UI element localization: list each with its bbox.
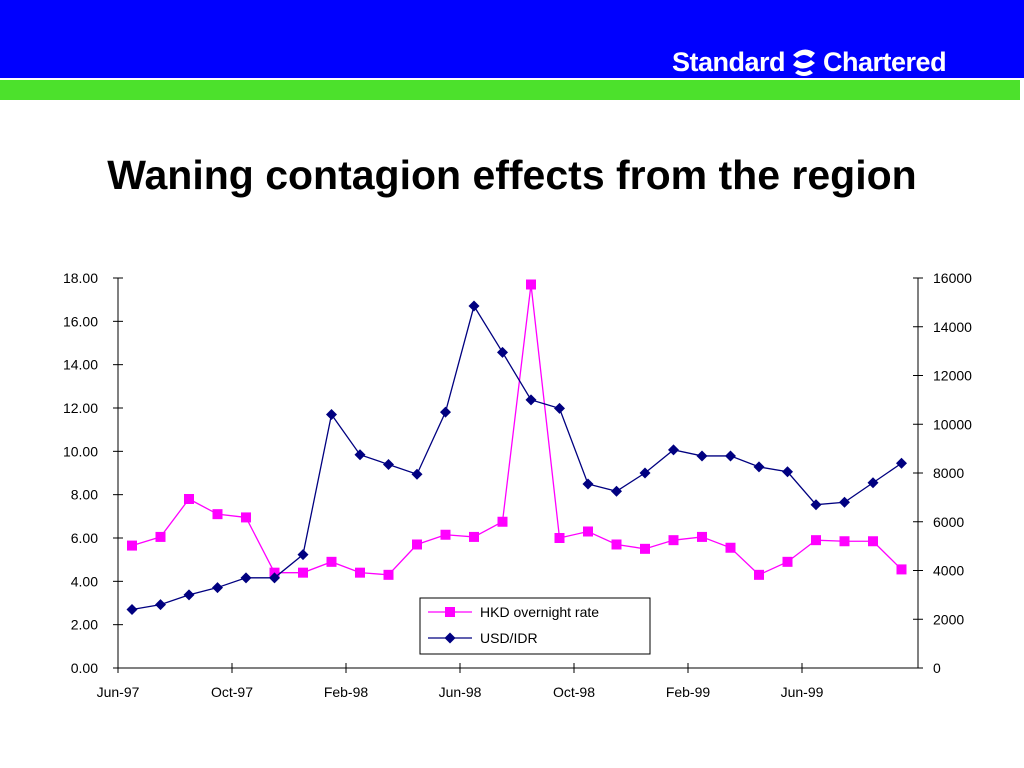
left-axis-tick-label: 10.00 (63, 443, 98, 459)
x-axis-tick-label: Jun-97 (97, 684, 140, 700)
brand-logo: Standard Chartered (672, 44, 947, 80)
x-axis-tick-label: Jun-99 (781, 684, 824, 700)
left-axis-tick-label: 8.00 (71, 487, 98, 503)
data-point (725, 542, 736, 553)
data-point (583, 526, 593, 537)
data-point (326, 556, 337, 567)
legend-label: HKD overnight rate (480, 604, 599, 620)
right-axis-tick-label: 16000 (933, 270, 972, 286)
brand-name-left: Standard (672, 46, 786, 77)
right-axis-tick-label: 2000 (933, 611, 964, 627)
data-point (440, 529, 451, 540)
x-axis-tick-label: Feb-99 (666, 684, 711, 700)
left-axis-tick-label: 12.00 (63, 400, 98, 416)
data-point (868, 536, 878, 547)
x-axis-tick-label: Jun-98 (439, 684, 482, 700)
x-axis-tick-label: Feb-98 (324, 684, 369, 700)
right-axis-tick-label: 6000 (933, 514, 964, 530)
left-axis-tick-label: 6.00 (71, 530, 98, 546)
data-point (725, 450, 736, 462)
data-point (525, 394, 537, 406)
right-axis-tick-label: 14000 (933, 319, 972, 335)
series-line (131, 304, 902, 611)
data-point (611, 539, 622, 550)
data-point (155, 599, 166, 611)
data-point (383, 569, 394, 580)
data-point (554, 533, 565, 543)
data-point (697, 531, 707, 542)
right-axis-tick-label: 12000 (933, 368, 972, 384)
legend-marker (445, 607, 455, 617)
legend-label: USD/IDR (480, 630, 538, 646)
chart-legend: HKD overnight rate USD/IDR (419, 597, 651, 655)
data-point (896, 564, 907, 575)
accent-stripe (0, 80, 1020, 100)
data-point (696, 450, 708, 462)
data-point (753, 461, 765, 473)
data-point (782, 556, 793, 567)
left-axis-tick-label: 16.00 (63, 313, 98, 329)
chart-axes: 0.00 2.00 4.00 6.00 8.00 10.00 12.00 14.00 16.00… (63, 270, 972, 700)
data-point (782, 466, 793, 478)
left-axis-tick-label: 0.00 (71, 660, 98, 676)
data-point (754, 569, 764, 580)
left-axis-tick-label: 2.00 (71, 617, 98, 633)
data-point (554, 402, 565, 414)
data-point (839, 496, 850, 508)
data-point (183, 589, 195, 601)
data-point (469, 531, 479, 542)
data-point (297, 549, 309, 561)
header-bar (0, 0, 1024, 78)
data-point (240, 572, 252, 584)
data-point (611, 485, 622, 497)
data-point (212, 582, 223, 594)
data-point (582, 478, 594, 490)
data-point (411, 468, 423, 480)
left-axis-tick-label: 14.00 (63, 357, 98, 373)
right-axis-tick-label: 4000 (933, 563, 964, 579)
data-point (241, 512, 251, 523)
standard-chartered-logo-icon (793, 49, 816, 76)
data-point (497, 516, 508, 527)
data-point (639, 467, 651, 479)
brand-name-right: Chartered (823, 46, 947, 77)
data-point (355, 567, 365, 578)
legend-box (419, 597, 651, 655)
data-point (126, 604, 138, 615)
right-axis-tick-label: 10000 (933, 416, 972, 432)
left-axis-tick-label: 18.00 (63, 270, 98, 286)
data-point (526, 279, 536, 290)
x-axis-tick-label: Oct-97 (211, 684, 253, 700)
data-point (383, 458, 394, 470)
data-point (298, 567, 308, 578)
slide-title: Waning contagion effects from the region (107, 152, 917, 198)
data-point (468, 300, 480, 312)
data-point (497, 346, 508, 358)
data-point (155, 531, 166, 542)
data-point (810, 499, 822, 511)
legend-marker (444, 632, 456, 644)
data-point (212, 509, 223, 520)
data-point (640, 543, 650, 554)
data-point (184, 494, 194, 504)
data-point (896, 457, 907, 469)
data-point (668, 535, 679, 546)
chart-plot-area (126, 279, 907, 615)
data-point (440, 406, 451, 418)
data-point (839, 536, 850, 547)
left-axis-tick-label: 4.00 (71, 573, 98, 589)
right-axis-tick-label: 8000 (933, 465, 964, 481)
data-point (127, 540, 137, 551)
data-point (412, 539, 422, 550)
series-line (131, 284, 902, 576)
data-point (867, 477, 879, 489)
data-point (326, 409, 337, 420)
data-point (354, 449, 366, 461)
data-point (811, 535, 821, 546)
data-point (668, 444, 679, 456)
x-axis-tick-label: Oct-98 (553, 684, 595, 700)
right-axis-tick-label: 0 (933, 660, 941, 676)
data-point (269, 572, 280, 584)
